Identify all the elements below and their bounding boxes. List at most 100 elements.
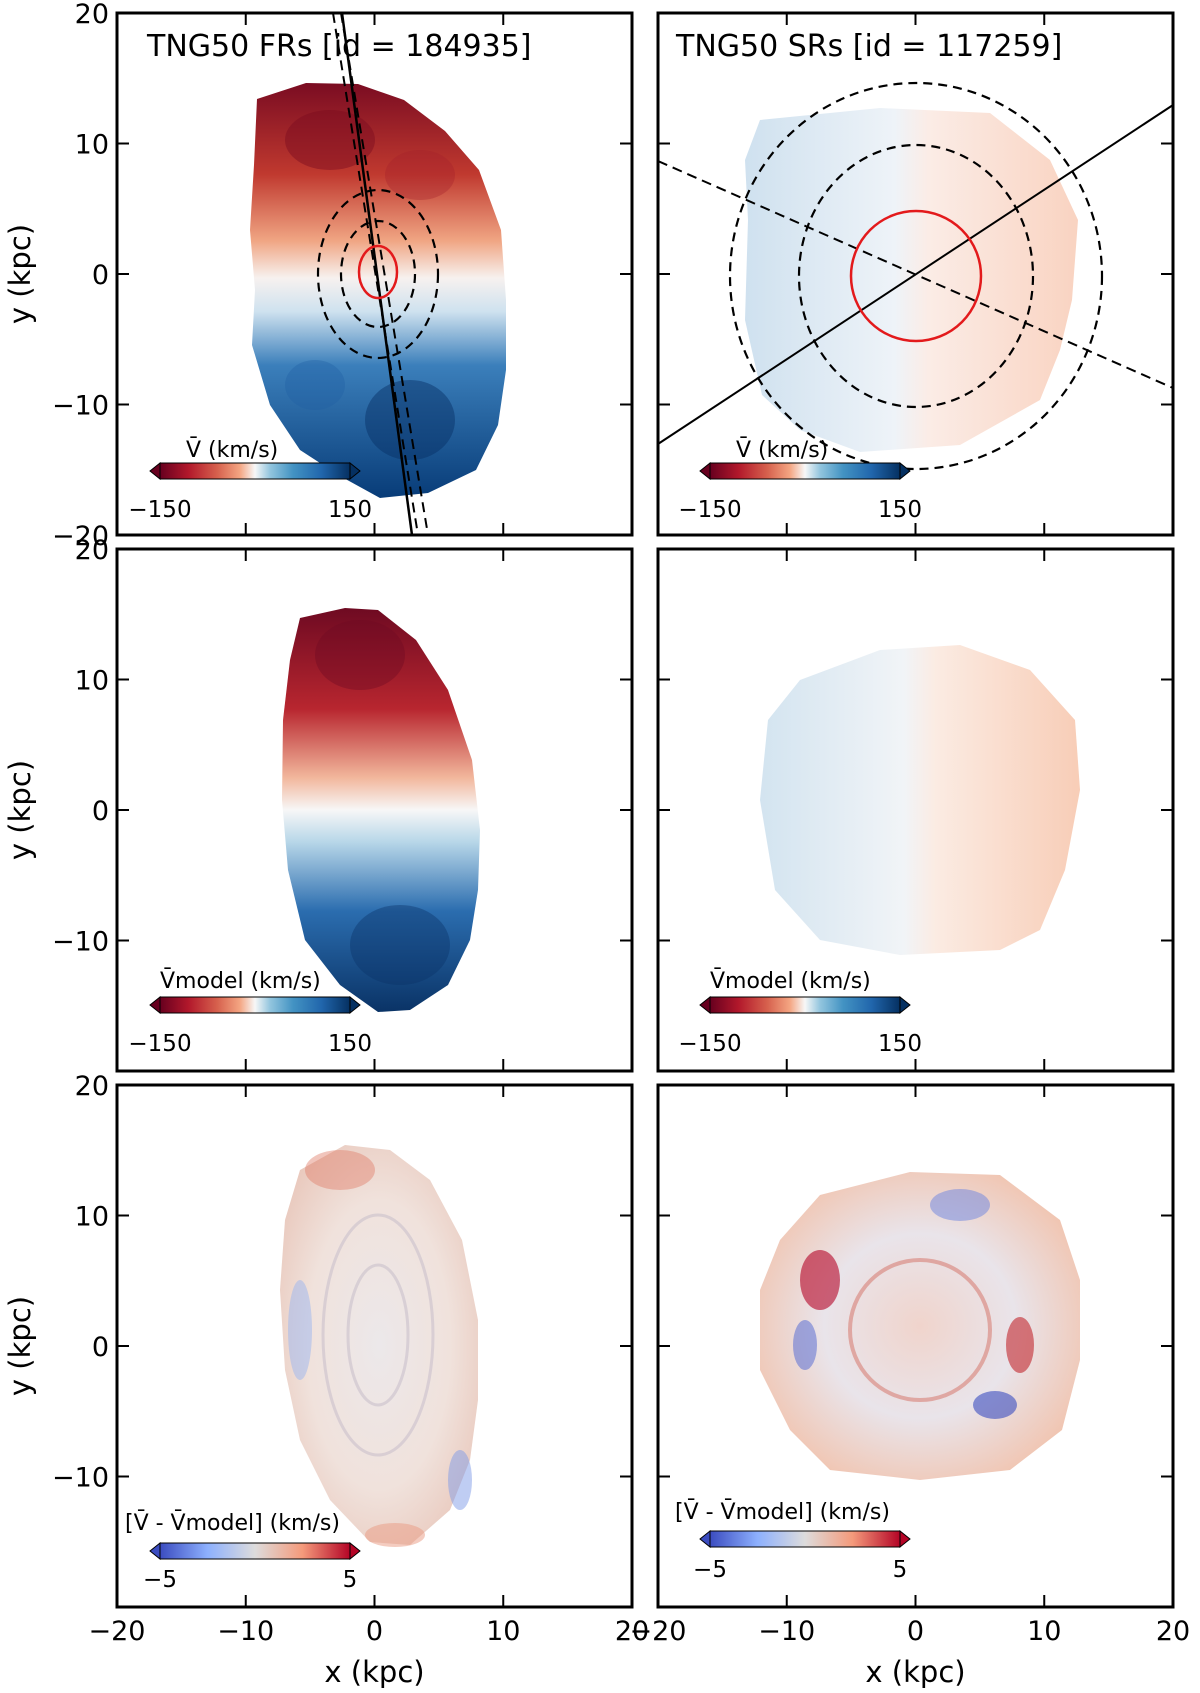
effective-radius-circle	[849, 209, 983, 343]
residual-texture	[930, 1189, 990, 1221]
dashed-ellipse-inner	[339, 219, 417, 329]
colorbar-label: V̄ (km/s)	[736, 437, 828, 463]
model-texture	[350, 905, 450, 985]
dashed-ellipse-inner	[797, 143, 1035, 409]
colorbar-extend-low	[149, 461, 161, 481]
colorbar-tick-max: 150	[878, 1031, 922, 1057]
dashed-ellipse-outer	[316, 188, 440, 360]
y-tick-label: −20	[52, 521, 109, 552]
colorbar: [V̄ - V̄model] (km/s) −5 5	[125, 1510, 361, 1593]
dashed-ellipse-outer	[728, 81, 1104, 471]
colorbar-label: [V̄ - V̄model] (km/s)	[125, 1510, 340, 1536]
colorbar-tick-min: −150	[678, 497, 741, 523]
residual-texture	[365, 1523, 425, 1547]
velocity-texture	[365, 380, 455, 460]
x-tick-label: 20	[615, 1616, 649, 1647]
model-velocity-map-srs	[760, 645, 1080, 955]
panel-top-right: TNG50 SRs [id = 117259] V̄ (km/s) −150 1…	[658, 29, 1173, 523]
velocity-texture	[385, 150, 455, 200]
colorbar-extend-high	[349, 1541, 361, 1561]
x-tick-label: 0	[366, 1616, 383, 1647]
model-texture	[315, 620, 405, 690]
y-tick-label: 20	[75, 0, 109, 30]
colorbar-extend-high	[349, 995, 361, 1015]
colorbar-extend-high	[899, 995, 911, 1015]
colorbar-tick-max: 150	[328, 497, 372, 523]
colorbar: [V̄ - V̄model] (km/s) −5 5	[675, 1499, 911, 1583]
colorbar-tick-min: −150	[678, 1031, 741, 1057]
y-tick-label: −10	[52, 391, 109, 422]
colorbar-extend-low	[699, 995, 711, 1015]
x-tick-label: −20	[89, 1616, 146, 1647]
y-axis-label: y (kpc)	[3, 760, 37, 860]
velocity-map-srs	[745, 108, 1078, 452]
colorbar-tick-min: −5	[693, 1557, 727, 1583]
colorbar-label: V̄model (km/s)	[160, 968, 321, 994]
colorbar-label: V̄model (km/s)	[710, 968, 871, 994]
colorbar-bar	[709, 1530, 901, 1548]
colorbar-bar	[709, 996, 901, 1014]
axes-layer: −20 −10 0 10 20 y (kpc) −10 0 10 20 y (kpc) −20 −10 −…	[3, 0, 1190, 1689]
x-tick-label: −10	[217, 1616, 274, 1647]
colorbar-bar	[709, 462, 901, 480]
y-axis-label: y (kpc)	[3, 224, 37, 324]
model-velocity-map-frs	[282, 608, 480, 1012]
colorbar: V̄ (km/s) −150 150	[678, 437, 922, 523]
y-tick-label: 0	[92, 1332, 109, 1363]
y-tick-label: 0	[92, 796, 109, 827]
colorbar-bar	[159, 1542, 351, 1560]
photometric-pa-line	[340, 13, 429, 535]
panel-top-left: TNG50 FRs [id = 184935] V̄ (km/s) −150 1…	[128, 13, 532, 535]
colorbar-extend-high	[899, 461, 911, 481]
colorbar-tick-max: 5	[343, 1567, 358, 1593]
panel-middle-left: V̄model (km/s) −150 150	[128, 608, 480, 1057]
kinematic-pa-line	[340, 13, 414, 535]
panel-bottom-left: [V̄ - V̄model] (km/s) −5 5	[125, 1145, 478, 1593]
y-tick-label: 20	[75, 535, 109, 566]
x-tick-label: −10	[758, 1616, 815, 1647]
velocity-texture	[285, 360, 345, 410]
colorbar-extend-high	[899, 1529, 911, 1549]
colorbar-extend-high	[349, 461, 361, 481]
colorbar-bar	[159, 996, 351, 1014]
colorbar-extend-low	[149, 995, 161, 1015]
colorbar: V̄model (km/s) −150 150	[128, 968, 372, 1057]
y-tick-label: 10	[75, 1202, 109, 1233]
panel-bottom-right: [V̄ - V̄model] (km/s) −5 5	[675, 1172, 1080, 1583]
colorbar: V̄ (km/s) −150 150	[128, 437, 372, 523]
residual-texture	[1006, 1317, 1034, 1373]
colorbar-extend-low	[699, 1529, 711, 1549]
x-tick-label: 10	[1027, 1616, 1061, 1647]
residual-texture	[973, 1391, 1017, 1419]
effective-radius-ellipse	[357, 244, 399, 300]
panel-title: TNG50 SRs [id = 117259]	[675, 29, 1062, 64]
x-tick-label: 20	[1156, 1616, 1190, 1647]
colorbar: V̄model (km/s) −150 150	[678, 968, 922, 1057]
colorbar-tick-max: 5	[893, 1557, 908, 1583]
residual-texture	[848, 1258, 992, 1402]
colorbar-tick-min: −150	[128, 1031, 191, 1057]
y-tick-label: 20	[75, 1071, 109, 1102]
x-tick-label: 0	[907, 1616, 924, 1647]
residual-texture	[793, 1320, 817, 1370]
residual-texture	[448, 1450, 472, 1510]
x-tick-label: 10	[486, 1616, 520, 1647]
colorbar-tick-max: 150	[328, 1031, 372, 1057]
residual-texture	[321, 1213, 435, 1457]
velocity-texture	[285, 110, 375, 170]
residual-texture	[305, 1150, 375, 1190]
colorbar-bar	[159, 462, 351, 480]
colorbar-label: [V̄ - V̄model] (km/s)	[675, 1499, 890, 1525]
y-tick-label: 0	[92, 260, 109, 291]
y-tick-label: 10	[75, 666, 109, 697]
y-tick-label: −10	[52, 927, 109, 958]
colorbar-tick-min: −150	[128, 497, 191, 523]
x-axis-label: x (kpc)	[324, 1655, 424, 1689]
x-axis-label: x (kpc)	[865, 1655, 965, 1689]
panel-middle-right: V̄model (km/s) −150 150	[678, 645, 1080, 1057]
residual-texture	[346, 1263, 410, 1407]
y-tick-label: −10	[52, 1463, 109, 1494]
photometric-pa-line	[332, 13, 419, 535]
colorbar-tick-max: 150	[878, 497, 922, 523]
